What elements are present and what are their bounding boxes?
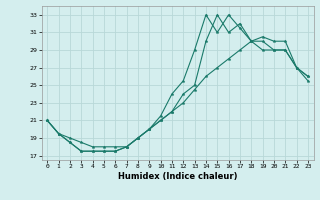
X-axis label: Humidex (Indice chaleur): Humidex (Indice chaleur) [118,172,237,181]
